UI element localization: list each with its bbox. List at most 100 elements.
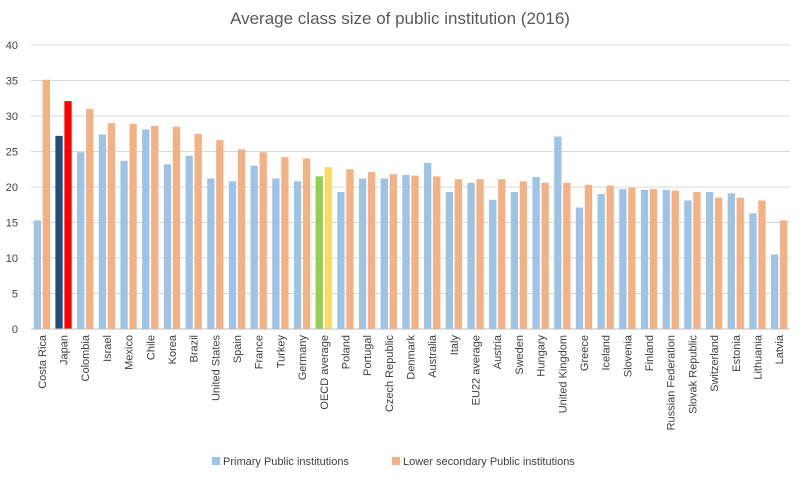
- bar-lower-secondary: [476, 179, 484, 329]
- bar-primary: [55, 135, 63, 329]
- bar-lower-secondary: [346, 169, 354, 329]
- bar-primary: [554, 136, 562, 329]
- bar-primary: [749, 213, 757, 329]
- y-tick-label: 25: [6, 147, 18, 159]
- legend-swatch-primary: [212, 457, 220, 465]
- bar-primary: [510, 191, 519, 329]
- category-label: Chile: [145, 335, 157, 360]
- category-label: Australia: [427, 334, 439, 378]
- bar-lower-secondary: [389, 174, 397, 329]
- bar-primary: [142, 129, 150, 329]
- y-tick-label: 5: [12, 289, 18, 301]
- y-tick-label: 0: [12, 324, 18, 336]
- category-label: Israel: [102, 335, 114, 362]
- bar-lower-secondary: [498, 179, 506, 329]
- category-label: Slovak Republic: [687, 335, 699, 414]
- bar-lower-secondary: [129, 123, 137, 329]
- category-label: Switzerland: [709, 335, 721, 392]
- bar-lower-secondary: [194, 133, 202, 329]
- category-label: Czech Republic: [384, 335, 396, 413]
- bar-lower-secondary: [454, 179, 463, 329]
- category-label: Brazil: [189, 335, 201, 363]
- category-label: Poland: [340, 335, 352, 369]
- category-label: Sweden: [514, 335, 526, 375]
- category-label: Denmark: [406, 335, 418, 380]
- bar-primary: [120, 160, 128, 329]
- category-label: United States: [210, 335, 222, 402]
- bar-lower-secondary: [519, 181, 528, 329]
- category-label: Mexico: [124, 335, 136, 370]
- bar-primary: [185, 155, 193, 329]
- bar-lower-secondary: [433, 176, 441, 329]
- bar-lower-secondary: [584, 184, 593, 329]
- bar-lower-secondary: [758, 200, 766, 329]
- bar-primary: [532, 177, 540, 329]
- bar-primary: [640, 189, 649, 329]
- y-tick-label: 15: [6, 218, 18, 230]
- bar-lower-secondary: [42, 79, 50, 329]
- bar-lower-secondary: [151, 125, 159, 329]
- category-label: Costa Rica: [37, 334, 49, 389]
- bar-lower-secondary: [324, 167, 332, 329]
- bar-lower-secondary: [411, 175, 419, 329]
- bar-lower-secondary: [606, 185, 614, 329]
- bar-primary: [489, 199, 497, 329]
- category-label: Latvia: [774, 334, 786, 364]
- bar-primary: [207, 178, 215, 329]
- bar-primary: [77, 152, 85, 329]
- y-axis-ticks: 0 5 10 15 20 25 30 35 40: [6, 40, 18, 336]
- category-label: Russian Federation: [666, 335, 678, 430]
- category-label: Spain: [232, 335, 244, 363]
- bar-lower-secondary: [541, 182, 549, 329]
- category-label: Slovenia: [622, 334, 634, 377]
- y-tick-label: 20: [6, 182, 18, 194]
- bar-lower-secondary: [216, 140, 224, 329]
- bar-primary: [98, 134, 107, 329]
- category-label: OECD average: [319, 335, 331, 410]
- category-label: Japan: [59, 335, 71, 365]
- category-label: Hungary: [536, 335, 548, 377]
- bar-primary: [358, 178, 367, 329]
- legend-label-lower-secondary: Lower secondary Public institutions: [403, 456, 575, 468]
- bar-lower-secondary: [780, 220, 788, 329]
- bar-lower-secondary: [649, 189, 658, 329]
- bar-primary: [467, 182, 475, 329]
- category-labels: Costa Rica Japan Colombia Israel Mexico Chile…: [37, 334, 786, 430]
- bar-lower-secondary: [367, 172, 376, 329]
- bar-primary: [705, 191, 714, 329]
- category-label: Finland: [644, 335, 656, 371]
- bar-lower-secondary: [736, 197, 744, 329]
- y-tick-label: 40: [6, 40, 18, 52]
- category-label: EU22 average: [471, 335, 483, 405]
- bar-primary: [727, 193, 735, 329]
- legend: Primary Public institutions Lower second…: [212, 456, 575, 468]
- category-label: Italy: [449, 335, 461, 356]
- bar-primary: [619, 189, 627, 329]
- bar-primary: [424, 162, 432, 329]
- bar-lower-secondary: [714, 197, 723, 329]
- chart-title: Average class size of public institution…: [230, 9, 570, 28]
- legend-swatch-lower-secondary: [392, 457, 400, 465]
- category-label: Korea: [167, 334, 179, 364]
- bars: [33, 79, 788, 330]
- bar-lower-secondary: [107, 123, 116, 329]
- category-label: Colombia: [80, 334, 92, 381]
- category-label: Turkey: [275, 335, 287, 369]
- y-tick-label: 35: [6, 76, 18, 88]
- bar-lower-secondary: [302, 158, 311, 329]
- bar-lower-secondary: [172, 126, 181, 330]
- bar-primary: [33, 220, 41, 329]
- bar-primary: [771, 254, 779, 329]
- bar-primary: [684, 200, 692, 329]
- bar-primary: [228, 181, 237, 329]
- y-tick-label: 30: [6, 111, 18, 123]
- bar-primary: [445, 191, 454, 329]
- bar-primary: [315, 176, 323, 329]
- legend-label-primary: Primary Public institutions: [223, 456, 349, 468]
- bar-lower-secondary: [237, 149, 246, 329]
- category-label: Greece: [579, 335, 591, 371]
- bar-primary: [272, 178, 280, 329]
- bar-lower-secondary: [86, 108, 94, 330]
- bar-primary: [163, 164, 172, 329]
- bar-primary: [293, 181, 302, 329]
